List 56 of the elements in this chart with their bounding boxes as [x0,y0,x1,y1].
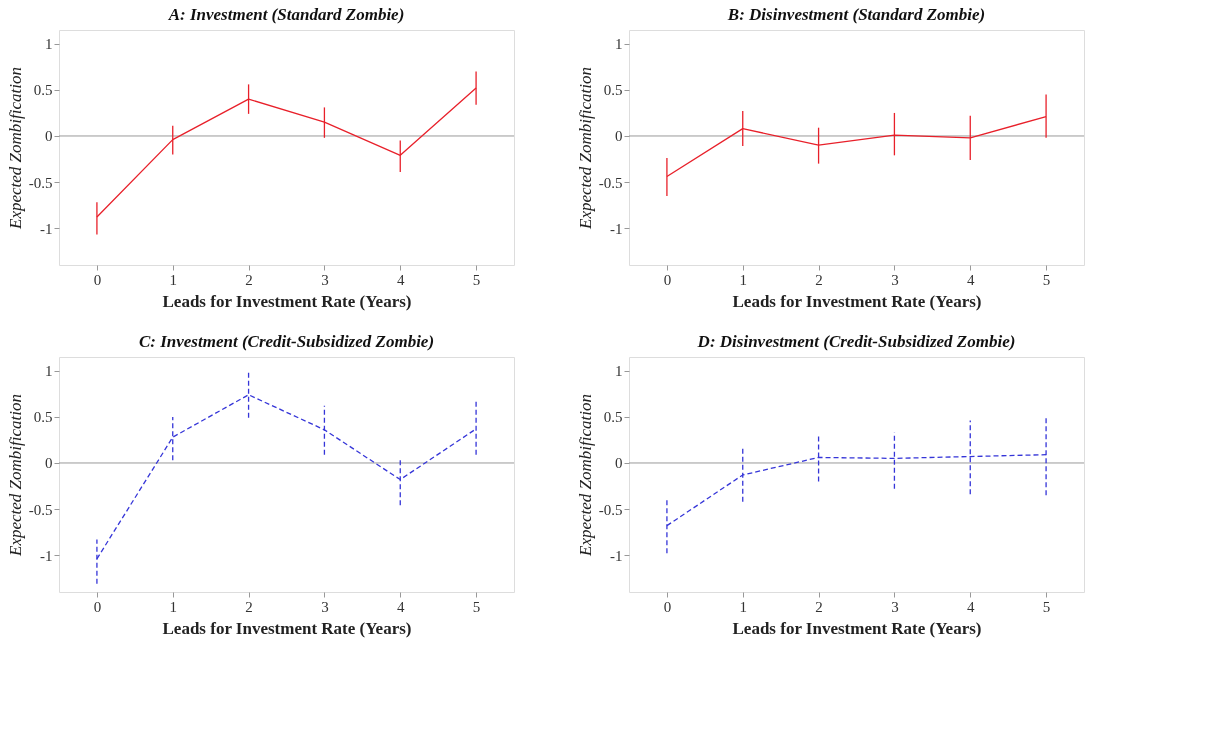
y-axis-title: Expected Zombification [575,394,595,557]
y-tick-label: 1 [45,363,53,380]
y-tick-label: 0 [45,455,53,472]
x-tick-label: 5 [1042,271,1051,288]
y-axis-title: Expected Zombification [5,67,25,230]
x-tick-label: 5 [472,271,481,288]
x-tick-label: 1 [739,598,747,615]
x-tick-label: 3 [321,271,329,288]
y-tick-label: 0 [45,128,53,145]
y-tick-label: -1 [40,220,53,237]
y-tick-label: -1 [610,220,623,237]
y-tick-label: 0 [615,455,623,472]
x-tick-label: 2 [815,271,823,288]
y-tick-label: 0.5 [33,82,53,99]
y-tick-label: -0.5 [28,174,53,191]
y-tick-label: 0.5 [603,409,623,426]
y-tick-label: 1 [45,36,53,53]
x-axis-title: Leads for Investment Rate (Years) [732,291,982,311]
x-axis-title: Leads for Investment Rate (Years) [162,618,412,638]
y-tick-label: 0.5 [603,82,623,99]
x-tick-label: 2 [815,598,823,615]
y-tick-label: 1 [615,36,623,53]
x-tick-label: 3 [321,598,329,615]
x-tick-label: 2 [245,271,253,288]
x-tick-label: 5 [472,598,481,615]
x-tick-label: 4 [397,598,405,615]
x-tick-label: 1 [739,271,747,288]
chart-title: D: Disinvestment (Credit-Subsidized Zombie) [696,332,1016,351]
chart-title: C: Investment (Credit-Subsidized Zombie) [138,332,435,351]
x-tick-label: 0 [93,271,102,288]
chart-title: B: Disinvestment (Standard Zombie) [726,5,986,24]
y-tick-label: 1 [615,363,623,380]
y-tick-label: 0 [615,128,623,145]
x-tick-label: 4 [397,271,405,288]
y-tick-label: -1 [40,547,53,564]
x-tick-label: 0 [663,598,672,615]
y-tick-label: -0.5 [598,501,623,518]
x-axis-title: Leads for Investment Rate (Years) [162,291,412,311]
y-tick-label: 0.5 [33,409,53,426]
x-tick-label: 1 [169,598,177,615]
x-tick-label: 1 [169,271,177,288]
y-tick-label: -0.5 [598,174,623,191]
y-axis-title: Expected Zombification [5,394,25,557]
y-tick-label: -0.5 [28,501,53,518]
chart-title: A: Investment (Standard Zombie) [167,5,405,24]
x-tick-label: 5 [1042,598,1051,615]
x-tick-label: 4 [967,271,975,288]
x-tick-label: 2 [245,598,253,615]
x-axis-title: Leads for Investment Rate (Years) [732,618,982,638]
x-tick-label: 0 [93,598,102,615]
x-tick-label: 3 [891,271,899,288]
x-tick-label: 3 [891,598,899,615]
x-tick-label: 4 [967,598,975,615]
x-tick-label: 0 [663,271,672,288]
y-tick-label: -1 [610,547,623,564]
y-axis-title: Expected Zombification [575,67,595,230]
